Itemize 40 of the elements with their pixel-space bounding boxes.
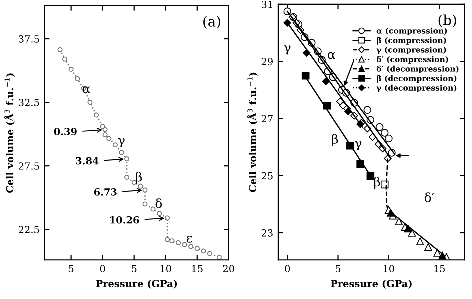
annotation: γ bbox=[118, 138, 125, 148]
annotation: 3.84 bbox=[76, 157, 99, 165]
x-axis-title: Pressure (GPa) bbox=[331, 280, 412, 289]
y-tick-label: 27.5 bbox=[18, 162, 40, 170]
annotation: β bbox=[332, 134, 338, 146]
y-tick-label: 31 bbox=[262, 0, 272, 8]
annotation: ε bbox=[186, 236, 192, 243]
y-tick-label: 29 bbox=[262, 58, 273, 66]
x-tick-label: 15 bbox=[192, 265, 203, 273]
x-tick-label: 20 bbox=[223, 265, 234, 273]
y-axis-title: Cell volume (Å$^{3}$ f.u.$^{−1}$) bbox=[4, 74, 16, 194]
y-axis-title: Cell volume (Å$^{3}$ f.u.$^{−1}$) bbox=[247, 72, 258, 192]
annotation: γ bbox=[355, 141, 362, 150]
y-tick-label: 27 bbox=[262, 115, 273, 122]
y-tick-label: 22.5 bbox=[18, 226, 40, 234]
annotation: β bbox=[136, 172, 142, 184]
annotation: β bbox=[374, 176, 380, 190]
y-tick-label: 23 bbox=[262, 229, 273, 237]
annotation: (a) bbox=[204, 16, 220, 29]
annotation: α bbox=[82, 86, 90, 94]
y-tick-label: 37.5 bbox=[19, 35, 40, 43]
annotation: γ bbox=[284, 46, 291, 55]
annotation: δ bbox=[156, 198, 162, 208]
annotation: 0.39 bbox=[54, 128, 77, 136]
annotation: 6.73 bbox=[94, 188, 117, 196]
annotation: (b) bbox=[438, 14, 456, 28]
x-tick-label: 15 bbox=[434, 265, 446, 273]
x-tick-label: 5 bbox=[336, 265, 341, 273]
x-axis-title: Pressure (GPa) bbox=[96, 280, 178, 289]
y-tick-label: 32.5 bbox=[19, 99, 40, 106]
annotation: δ′ bbox=[424, 192, 434, 202]
x-tick-label: 5 bbox=[69, 265, 74, 273]
y-tick-label: 25 bbox=[262, 172, 273, 180]
annotation: 10.26 bbox=[110, 216, 140, 224]
x-tick-label: 0 bbox=[100, 265, 106, 273]
x-tick-label: 5 bbox=[132, 265, 137, 273]
x-tick-label: 0 bbox=[285, 265, 290, 273]
x-tick-label: 10 bbox=[384, 265, 394, 273]
annotation: α bbox=[328, 52, 336, 60]
x-tick-label: 10 bbox=[160, 265, 172, 273]
